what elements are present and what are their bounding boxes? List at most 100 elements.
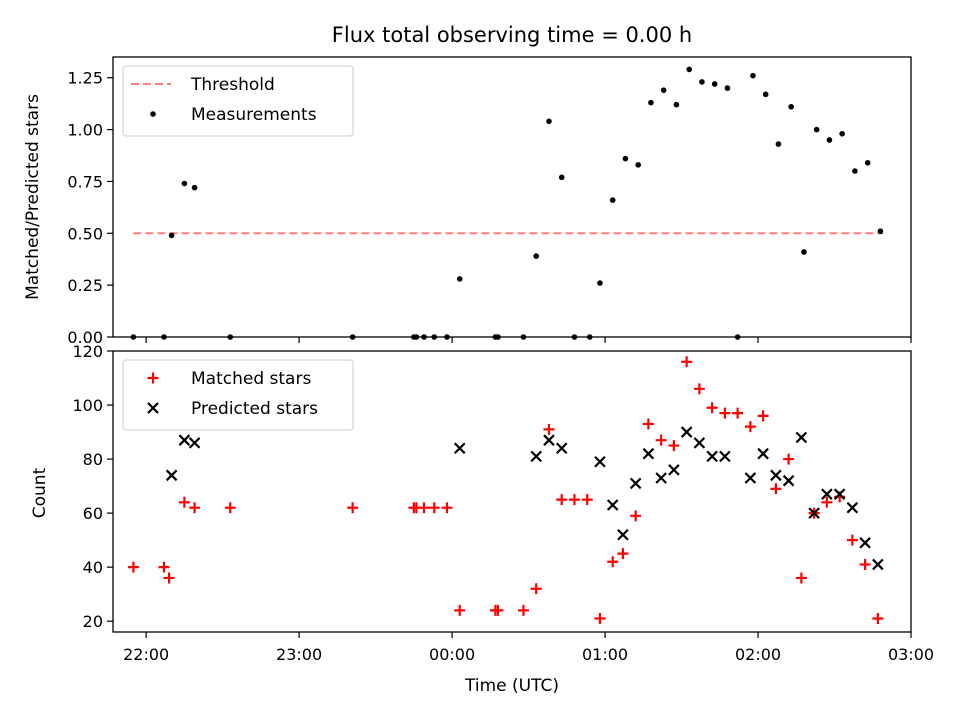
predicted-stars-point <box>655 472 667 484</box>
matched-stars-point <box>795 572 807 584</box>
predicted-stars-point <box>555 442 568 455</box>
measurement-point <box>660 87 667 93</box>
measurement-point <box>495 334 501 340</box>
predicted-stars-point <box>606 499 619 511</box>
measurement-point <box>191 184 198 191</box>
bottom-plot-frame <box>112 350 912 633</box>
matched-stars-point <box>744 421 756 433</box>
measurement-point <box>597 280 603 286</box>
measurement-point <box>546 118 552 125</box>
predicted-stars-point <box>757 447 769 460</box>
matched-stars-point <box>655 434 667 446</box>
matched-stars-point <box>347 502 359 514</box>
matched-stars-point <box>846 534 858 546</box>
matched-stars-point <box>594 612 606 624</box>
matched-stars-point <box>607 556 619 568</box>
predicted-stars-point <box>693 437 706 449</box>
matched-stars-point <box>543 423 555 435</box>
legend-label: Threshold <box>190 75 275 95</box>
matched-stars-point <box>821 496 833 508</box>
measurement-point <box>181 180 188 187</box>
y-tick-label: 0.75 <box>67 172 103 191</box>
measurement-point <box>421 334 427 340</box>
bottom-y-axis-label: Count <box>30 467 50 518</box>
x-tick-label: 02:00 <box>735 645 781 664</box>
matched-stars-point <box>428 502 440 514</box>
predicted-stars-point <box>719 450 731 463</box>
matched-stars-point <box>757 410 769 422</box>
y-tick-label: 0.25 <box>67 276 103 295</box>
measurement-point <box>801 249 807 255</box>
top-axes: 0.00 0.25 0.50 0.75 1.00 1.25 Threshold Measure… <box>67 56 912 347</box>
measurement-point <box>788 103 794 110</box>
measurement-point <box>635 162 642 168</box>
y-tick-label: 1.25 <box>67 69 103 88</box>
measurement-point <box>558 174 565 181</box>
matched-stars-point <box>530 583 542 595</box>
top-y-axis-label: Matched/Predicted stars <box>23 94 43 300</box>
measurement-point <box>699 79 705 85</box>
predicted-stars-point <box>668 464 680 476</box>
predicted-stars-point <box>178 434 191 446</box>
y-tick-label: 0.50 <box>67 224 103 243</box>
bottom-axes: 20 40 60 80 100 120 22:00 23:00 00:00 01:00 02:00 0… <box>72 342 934 664</box>
predicted-stars-point <box>782 474 795 487</box>
measurement-point <box>734 334 741 340</box>
legend-label: Matched stars <box>191 369 311 389</box>
y-tick-label: 100 <box>72 396 103 415</box>
matched-stars-point <box>158 561 170 573</box>
top-legend <box>122 65 354 137</box>
y-tick-label: 80 <box>83 450 103 469</box>
measurement-point <box>161 334 167 340</box>
matched-stars-point <box>719 407 731 419</box>
measurement-point <box>444 334 450 340</box>
matched-stars-point <box>732 407 744 419</box>
measurement-point <box>168 232 175 239</box>
matched-stars-point <box>127 561 139 573</box>
measurement-point <box>762 91 769 98</box>
matched-stars-point <box>783 453 795 465</box>
legend-measurement-swatch <box>150 111 156 117</box>
predicted-stars-point <box>594 456 606 468</box>
bottom-legend <box>122 359 354 431</box>
y-tick-label: 1.00 <box>67 121 103 140</box>
measurement-point <box>431 334 438 340</box>
matched-stars-point <box>418 502 430 514</box>
predicted-stars-point <box>770 469 782 482</box>
predicted-stars-point <box>188 437 201 449</box>
legend-label: Measurements <box>191 105 317 125</box>
matched-stars-point <box>581 494 593 506</box>
matched-stars-point <box>872 612 884 624</box>
x-tick-label: 23:00 <box>276 645 322 664</box>
measurement-point <box>349 334 356 340</box>
measurement-point <box>622 155 629 162</box>
predicted-stars-point <box>744 472 757 484</box>
predicted-stars-point <box>821 488 833 500</box>
predicted-stars-point <box>165 469 178 482</box>
matched-stars-point <box>642 418 654 430</box>
predicted-stars-point <box>795 431 808 444</box>
predicted-stars-point <box>680 426 693 438</box>
matched-stars-point <box>706 402 718 414</box>
measurement-point <box>750 72 756 79</box>
measurement-point <box>571 334 578 340</box>
predicted-stars-point <box>530 450 542 463</box>
measurement-point <box>227 334 234 340</box>
matched-stars-point <box>859 558 871 570</box>
matched-stars-point <box>454 604 466 616</box>
predicted-stars-point <box>846 501 859 514</box>
measurement-point <box>813 126 820 133</box>
y-tick-label: 20 <box>83 612 103 631</box>
matched-stars-point <box>568 494 580 506</box>
y-tick-label: 120 <box>72 342 103 361</box>
measurement-point <box>864 159 871 166</box>
measurement-point <box>533 253 540 259</box>
matched-stars-point <box>441 502 453 514</box>
top-plot-frame <box>112 56 912 338</box>
legend-label: Predicted stars <box>191 399 318 419</box>
measurement-point <box>686 66 692 73</box>
matched-stars-point <box>668 440 680 452</box>
matched-stars-point <box>556 494 568 506</box>
measurement-point <box>609 197 616 203</box>
